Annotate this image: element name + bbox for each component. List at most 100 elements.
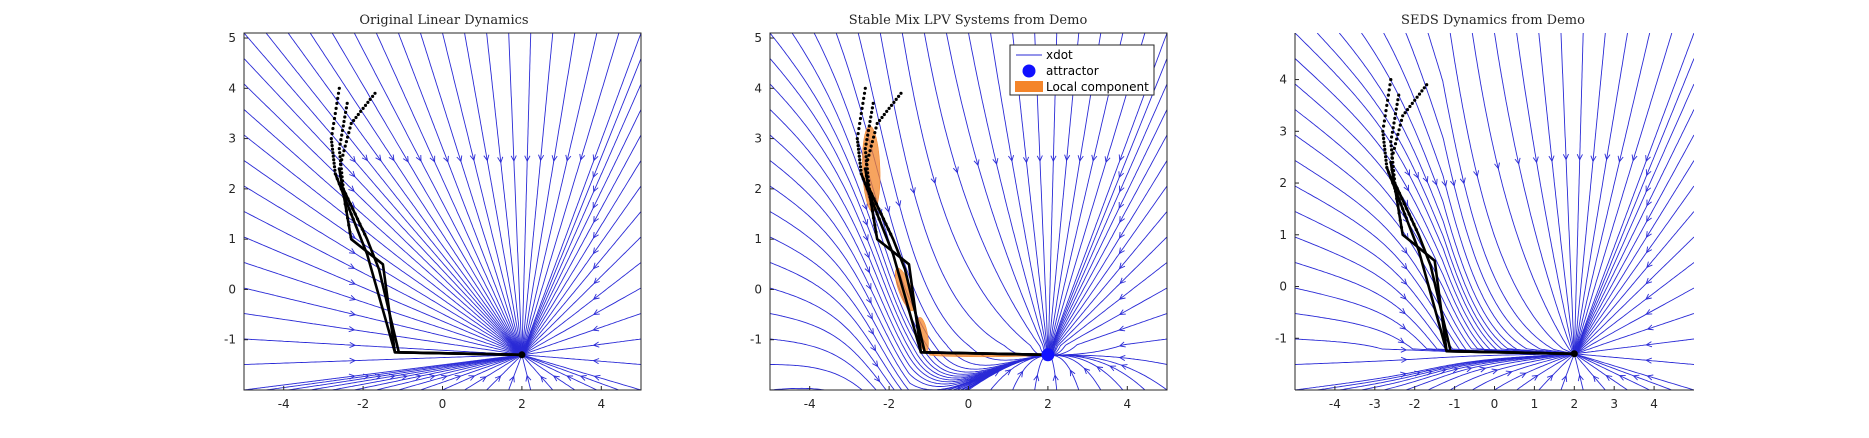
y-tick-label: 0 <box>754 282 762 296</box>
demonstration-point <box>857 154 861 158</box>
streamline <box>521 160 641 356</box>
streamline-arrow <box>1561 374 1568 382</box>
chart-stable-mix-lpv: Stable Mix LPV Systems from Demo -4 -2 0 2 4… <box>750 13 1168 425</box>
streamline-arrow <box>881 419 887 425</box>
streamline <box>244 109 523 356</box>
streamline-arrow <box>592 341 600 348</box>
streamline-arrow <box>1008 154 1015 162</box>
demonstration-point <box>1382 140 1386 144</box>
streamline <box>464 354 523 390</box>
demonstration-point <box>1384 155 1388 159</box>
streamline <box>1573 353 1606 390</box>
streamline-arrow <box>1439 368 1447 374</box>
streamline-arrow <box>1505 370 1513 377</box>
demonstration-point <box>1425 83 1429 87</box>
streamline-arrow <box>1479 366 1487 373</box>
streamline <box>397 33 523 355</box>
streamline <box>486 33 523 355</box>
legend-attractor-marker <box>1022 64 1036 78</box>
streamline-arrow <box>874 375 881 383</box>
streamline-arrow <box>872 360 879 368</box>
chart-title: Stable Mix LPV Systems from Demo <box>849 13 1088 28</box>
demonstration-point <box>859 111 863 116</box>
streamline-arrow <box>865 283 872 291</box>
streamline <box>770 109 1049 381</box>
demonstration-point <box>866 128 871 133</box>
streamline <box>1573 83 1694 355</box>
demonstration-point <box>341 124 345 128</box>
streamline-arrow <box>1645 246 1653 254</box>
streamline-arrow <box>525 374 532 382</box>
streamline <box>521 287 641 356</box>
streamline-arrow <box>1592 375 1600 383</box>
y-axis: -1 0 1 2 3 4 5 <box>750 31 774 347</box>
demonstration-point <box>345 101 349 105</box>
streamline <box>1047 211 1167 356</box>
demonstration-point <box>1391 126 1395 130</box>
streamline-arrow <box>973 159 980 167</box>
streamline-arrow <box>1118 247 1125 255</box>
demonstration-point <box>329 137 333 141</box>
demonstration-point <box>343 144 347 148</box>
chart-seds-dynamics: SEDS Dynamics from Demo -4 -3 -2 -1 0 1 2 3 4 -1… <box>1275 13 1694 411</box>
streamline-arrow <box>1645 155 1651 163</box>
x-tick-label: 2 <box>1044 397 1052 411</box>
demonstration-point <box>361 106 365 110</box>
demonstration-point <box>1386 98 1390 102</box>
demonstration-point <box>333 168 337 172</box>
demonstration-point <box>340 158 344 162</box>
streamline-arrow <box>388 154 395 162</box>
demonstration-point <box>870 140 875 144</box>
streamline-arrow <box>1118 293 1126 300</box>
streamline-arrow <box>1646 324 1654 331</box>
streamline <box>1316 33 1575 355</box>
streamline-arrow <box>1052 374 1059 381</box>
legend-local-component-swatch <box>1015 81 1043 92</box>
demonstration-point <box>859 168 863 172</box>
demonstration-point <box>332 121 336 126</box>
streamline-arrow <box>1050 155 1057 163</box>
streamline-arrow <box>1083 367 1091 375</box>
demonstration-point <box>1415 95 1419 99</box>
demonstration-point <box>1392 146 1396 150</box>
streamline <box>1472 353 1575 390</box>
streamline-arrow <box>349 279 357 285</box>
y-tick-label: 2 <box>228 182 236 196</box>
streamline <box>244 287 523 356</box>
demonstration-point <box>899 91 903 95</box>
legend: xdot attractor Local component <box>1009 44 1155 96</box>
streamline-arrow <box>415 154 422 162</box>
demonstration-point <box>330 132 334 136</box>
streamline-arrow <box>879 389 881 390</box>
demonstration-trajectories <box>1381 78 1575 356</box>
streamline <box>398 354 523 390</box>
streamlines <box>244 33 641 390</box>
streamline <box>244 236 523 356</box>
streamline <box>835 33 1049 366</box>
demonstration-point <box>864 151 868 155</box>
demonstration-point <box>894 97 898 101</box>
demonstration-point <box>1413 98 1417 102</box>
demonstration-point <box>1381 129 1385 133</box>
demonstration-point <box>1395 137 1399 141</box>
streamline-arrow <box>592 154 599 162</box>
demonstration-point <box>856 144 860 148</box>
streamline <box>464 33 523 355</box>
streamline-arrow <box>952 166 959 174</box>
streamline-arrow <box>592 247 599 255</box>
chart-title: SEDS Dynamics from Demo <box>1401 13 1585 28</box>
streamline <box>521 354 641 365</box>
streamline <box>1295 83 1575 355</box>
demonstration-point <box>874 126 878 130</box>
streamline-arrow <box>456 155 463 163</box>
streamline <box>770 236 1049 390</box>
demonstration-point <box>1381 133 1385 137</box>
demonstration-point <box>856 132 860 136</box>
y-tick-label: 2 <box>754 182 762 196</box>
demonstration-point <box>342 119 346 124</box>
streamline <box>1574 353 1672 390</box>
streamline <box>486 354 523 390</box>
demonstration-point <box>857 151 861 155</box>
demonstration-point <box>864 155 868 159</box>
y-tick-label: 0 <box>1279 280 1287 294</box>
